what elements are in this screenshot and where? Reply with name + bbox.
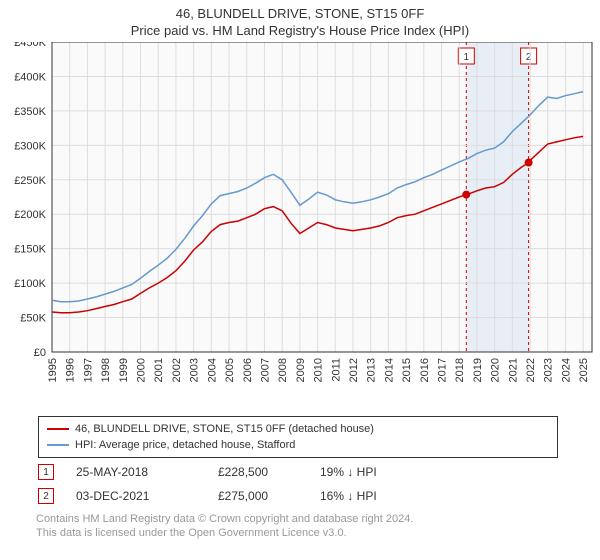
svg-text:1997: 1997 xyxy=(82,358,94,382)
svg-text:£50K: £50K xyxy=(20,313,46,325)
svg-text:2018: 2018 xyxy=(454,358,466,382)
svg-text:£350K: £350K xyxy=(14,106,46,118)
svg-text:2005: 2005 xyxy=(224,358,236,382)
legend-label: 46, BLUNDELL DRIVE, STONE, ST15 0FF (det… xyxy=(75,421,374,437)
transaction-date: 03-DEC-2021 xyxy=(76,489,196,503)
svg-text:2007: 2007 xyxy=(259,358,271,382)
svg-text:2025: 2025 xyxy=(578,358,590,382)
svg-text:2022: 2022 xyxy=(525,358,537,382)
svg-text:2009: 2009 xyxy=(295,358,307,382)
svg-text:2021: 2021 xyxy=(507,358,519,382)
svg-text:2000: 2000 xyxy=(136,358,148,382)
svg-text:2003: 2003 xyxy=(189,358,201,382)
svg-text:2024: 2024 xyxy=(560,358,572,382)
transaction-price: £228,500 xyxy=(218,465,298,479)
svg-text:2011: 2011 xyxy=(330,358,342,382)
svg-text:2008: 2008 xyxy=(277,358,289,382)
legend-swatch xyxy=(47,444,69,446)
chart-title: 46, BLUNDELL DRIVE, STONE, ST15 0FF xyxy=(0,0,600,21)
svg-text:2001: 2001 xyxy=(153,358,165,382)
chart-subtitle: Price paid vs. HM Land Registry's House … xyxy=(0,21,600,42)
svg-text:2013: 2013 xyxy=(366,358,378,382)
svg-text:£250K: £250K xyxy=(14,175,46,187)
transaction-price: £275,000 xyxy=(218,489,298,503)
svg-text:2014: 2014 xyxy=(383,358,395,382)
legend-label: HPI: Average price, detached house, Staf… xyxy=(75,437,295,453)
legend-swatch xyxy=(47,428,69,430)
chart-area: 1 2 £0 £50K £100K £150K £200K £250K £300K £350K £4… xyxy=(4,42,596,412)
legend-item: 46, BLUNDELL DRIVE, STONE, ST15 0FF (det… xyxy=(47,421,549,437)
transaction-marker: 2 xyxy=(38,488,54,504)
footer-line-2: This data is licensed under the Open Gov… xyxy=(36,526,413,540)
svg-text:1998: 1998 xyxy=(100,358,112,382)
svg-text:2023: 2023 xyxy=(543,358,555,382)
svg-text:2017: 2017 xyxy=(437,358,449,382)
transaction-pct: 19% ↓ HPI xyxy=(320,465,420,479)
svg-text:2: 2 xyxy=(526,52,532,63)
svg-text:2010: 2010 xyxy=(313,358,325,382)
svg-text:£100K: £100K xyxy=(14,278,46,290)
transaction-row: 2 03-DEC-2021 £275,000 16% ↓ HPI xyxy=(38,484,558,508)
svg-text:1: 1 xyxy=(464,52,470,63)
svg-text:£0: £0 xyxy=(34,347,46,359)
footer-line-1: Contains HM Land Registry data © Crown c… xyxy=(36,512,413,526)
transactions-table: 1 25-MAY-2018 £228,500 19% ↓ HPI 2 03-DEC-202… xyxy=(38,460,558,508)
svg-text:2020: 2020 xyxy=(490,358,502,382)
transaction-marker: 1 xyxy=(38,464,54,480)
svg-text:£200K: £200K xyxy=(14,209,46,221)
svg-text:2015: 2015 xyxy=(401,358,413,382)
svg-text:£300K: £300K xyxy=(14,140,46,152)
legend-box: 46, BLUNDELL DRIVE, STONE, ST15 0FF (det… xyxy=(38,416,558,458)
svg-text:2006: 2006 xyxy=(242,358,254,382)
svg-text:2002: 2002 xyxy=(171,358,183,382)
svg-text:1999: 1999 xyxy=(118,358,130,382)
svg-text:£400K: £400K xyxy=(14,71,46,83)
svg-text:£150K: £150K xyxy=(14,244,46,256)
svg-text:2016: 2016 xyxy=(419,358,431,382)
svg-text:2012: 2012 xyxy=(348,358,360,382)
transaction-row: 1 25-MAY-2018 £228,500 19% ↓ HPI xyxy=(38,460,558,484)
chart-svg: 1 2 £0 £50K £100K £150K £200K £250K £300K £350K £4… xyxy=(4,42,596,412)
svg-text:1995: 1995 xyxy=(47,358,59,382)
svg-text:2004: 2004 xyxy=(206,358,218,382)
footer-attribution: Contains HM Land Registry data © Crown c… xyxy=(36,512,413,540)
svg-text:£450K: £450K xyxy=(14,42,46,49)
legend-item: HPI: Average price, detached house, Staf… xyxy=(47,437,549,453)
svg-text:1996: 1996 xyxy=(65,358,77,382)
transaction-pct: 16% ↓ HPI xyxy=(320,489,420,503)
transaction-date: 25-MAY-2018 xyxy=(76,465,196,479)
svg-text:2019: 2019 xyxy=(472,358,484,382)
